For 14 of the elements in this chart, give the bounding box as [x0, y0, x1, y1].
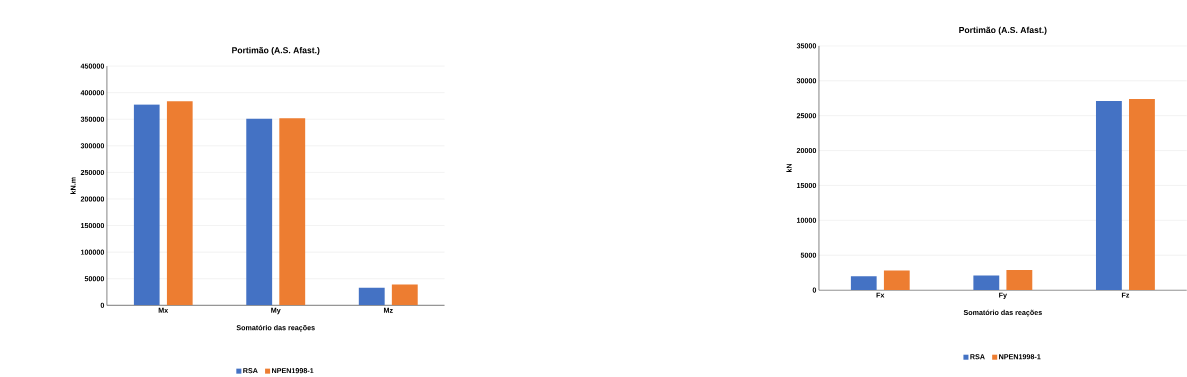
chart-title: Portimão (A.S. Afast.) — [959, 26, 1047, 35]
bar — [973, 275, 1000, 291]
bar — [279, 118, 306, 306]
bar — [1095, 100, 1122, 291]
bar — [166, 101, 193, 306]
bar — [883, 270, 910, 291]
bar — [358, 287, 385, 306]
bar — [1129, 98, 1155, 291]
bar — [1006, 269, 1033, 291]
bar — [391, 284, 418, 306]
bar — [850, 276, 877, 291]
bar — [133, 104, 160, 306]
chart-title: Portimão (A.S. Afast.) — [232, 46, 320, 55]
bar — [246, 118, 273, 306]
